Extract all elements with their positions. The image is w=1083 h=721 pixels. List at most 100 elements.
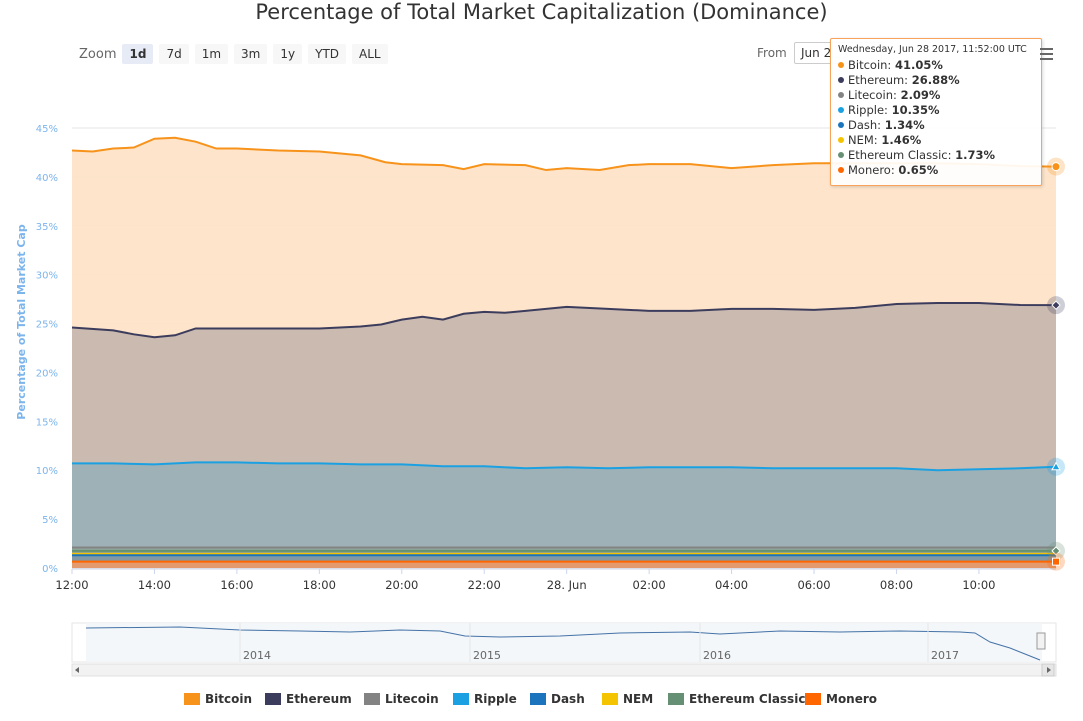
tooltip-series-name: Bitcoin: <box>848 58 895 72</box>
tooltip-series-name: Litecoin: <box>848 88 901 102</box>
tooltip-row: Ethereum: 26.88% <box>831 73 1041 88</box>
end-marker <box>1052 557 1060 566</box>
zoom-3m-button[interactable]: 3m <box>234 44 268 64</box>
x-tick-label: 18:00 <box>303 578 336 592</box>
series-dot-icon <box>838 107 844 113</box>
legend: Bitcoin Ethereum Litecoin Ripple Dash NEM Ethe… <box>0 692 1083 710</box>
end-marker <box>1051 461 1061 471</box>
zoom-label: Zoom <box>79 46 117 62</box>
y-axis-labels: 0% 5% 10% 15% 20% 25% 30% 35% 40% 45% <box>36 124 58 575</box>
navigator-series <box>85 626 1041 661</box>
legend-label: Monero <box>826 692 878 706</box>
zoom-all-button[interactable]: ALL <box>352 44 388 64</box>
legend-item-bitcoin[interactable]: Bitcoin <box>184 692 252 706</box>
legend-label: Bitcoin <box>205 692 253 706</box>
zoom-ytd-button[interactable]: YTD <box>308 44 347 64</box>
y-tick-label: 30% <box>36 271 58 282</box>
tooltip-series-name: Dash: <box>848 118 885 132</box>
series-areas <box>71 136 1057 568</box>
tooltip-series-value: 26.88% <box>911 73 960 87</box>
zoom-7d-button[interactable]: 7d <box>159 44 189 64</box>
tooltip-series-value: 1.34% <box>884 118 925 132</box>
tooltip-row: Monero: 0.65% <box>831 163 1041 178</box>
series-dot-icon <box>838 92 844 98</box>
tooltip-row: Ethereum Classic: 1.73% <box>831 148 1041 163</box>
end-marker <box>1051 162 1061 172</box>
scrollbar-track <box>71 663 1057 677</box>
tooltip-series-value: 1.46% <box>881 133 922 147</box>
series-dot-icon <box>838 62 844 68</box>
end-marker <box>1051 300 1061 310</box>
navigator-handle <box>1036 632 1046 650</box>
x-tick-label: 04:00 <box>715 578 748 592</box>
series-dot-icon <box>838 167 844 173</box>
area-monero <box>72 561 1056 568</box>
x-tick-label: 10:00 <box>962 578 995 592</box>
tooltip-row: Dash: 1.34% <box>831 118 1041 133</box>
legend-item-ethereum-classic[interactable]: Ethereum Classic <box>668 692 805 706</box>
zoom-1m-button[interactable]: 1m <box>194 44 229 64</box>
legend-label: Ethereum <box>286 692 352 706</box>
scroll-right-icon <box>1047 667 1051 673</box>
tooltip-series-value: 2.09% <box>900 88 941 102</box>
tooltip-row: NEM: 1.46% <box>831 133 1041 148</box>
zoom-1d-button[interactable]: 1d <box>122 44 154 64</box>
x-tick-label: 12:00 <box>55 578 88 592</box>
legend-swatch-icon <box>184 693 200 705</box>
scroll-left-icon <box>75 667 79 673</box>
legend-item-ripple[interactable]: Ripple <box>453 692 517 706</box>
end-marker <box>1051 546 1061 556</box>
y-tick-label: 25% <box>36 320 58 331</box>
tooltip-series-name: Monero: <box>848 163 899 177</box>
x-tick-label: 20:00 <box>385 578 418 592</box>
navigator-year-label: 2016 <box>703 649 731 662</box>
line-ripple <box>72 461 1057 472</box>
tooltip-series-name: Ripple: <box>848 103 892 117</box>
legend-label: Ethereum Classic <box>689 692 806 706</box>
context-menu-icon[interactable] <box>1040 48 1053 61</box>
zoom-1y-button[interactable]: 1y <box>273 44 303 64</box>
tooltip-series-value: 0.65% <box>898 163 939 177</box>
tooltip-series-name: NEM: <box>848 133 882 147</box>
tooltip: Wednesday, Jun 28 2017, 11:52:00 UTC Bit… <box>830 38 1042 186</box>
legend-item-ethereum[interactable]: Ethereum <box>265 692 352 706</box>
legend-item-monero[interactable]: Monero <box>805 692 877 706</box>
tooltip-series-name: Ethereum Classic: <box>848 148 956 162</box>
y-tick-label: 0% <box>42 564 58 575</box>
from-label: From <box>757 46 787 60</box>
legend-swatch-icon <box>530 693 546 705</box>
tooltip-series-value: 10.35% <box>891 103 940 117</box>
y-tick-label: 35% <box>36 222 58 233</box>
legend-item-litecoin[interactable]: Litecoin <box>364 692 439 706</box>
x-tick-label: 28. Jun <box>547 578 587 592</box>
y-tick-label: 45% <box>36 124 58 135</box>
navigator-year-label: 2015 <box>473 649 501 662</box>
navigator-mask <box>86 623 1042 662</box>
legend-label: Ripple <box>474 692 517 706</box>
tooltip-series-name: Ethereum: <box>848 73 912 87</box>
legend-label: Dash <box>551 692 585 706</box>
tooltip-series-value: 41.05% <box>894 58 943 72</box>
series-dot-icon <box>838 122 844 128</box>
zoom-selector: Zoom 1d 7d 1m 3m 1y YTD ALL <box>79 43 394 65</box>
legend-swatch-icon <box>602 693 618 705</box>
legend-swatch-icon <box>364 693 380 705</box>
chart-title: Percentage of Total Market Capitalizatio… <box>255 0 828 24</box>
legend-label: NEM <box>623 692 654 706</box>
y-tick-label: 40% <box>36 173 58 184</box>
series-dot-icon <box>838 152 844 158</box>
area-ripple <box>72 462 1056 568</box>
legend-swatch-icon <box>453 693 469 705</box>
navigator-year-label: 2017 <box>931 649 959 662</box>
y-tick-label: 10% <box>36 466 58 477</box>
tooltip-row: Ripple: 10.35% <box>831 103 1041 118</box>
navigator[interactable]: 2014 2015 2016 2017 <box>71 622 1057 677</box>
tooltip-header: Wednesday, Jun 28 2017, 11:52:00 UTC <box>838 44 1027 55</box>
legend-swatch-icon <box>265 693 281 705</box>
end-markers <box>1047 157 1065 571</box>
legend-item-dash[interactable]: Dash <box>530 692 585 706</box>
chart-area: Percentage of Total Market Cap 0% 5% 10% 15… <box>15 124 1065 677</box>
tooltip-row: Litecoin: 2.09% <box>831 88 1041 103</box>
legend-item-nem[interactable]: NEM <box>602 692 653 706</box>
y-axis-title: Percentage of Total Market Cap <box>15 224 28 420</box>
